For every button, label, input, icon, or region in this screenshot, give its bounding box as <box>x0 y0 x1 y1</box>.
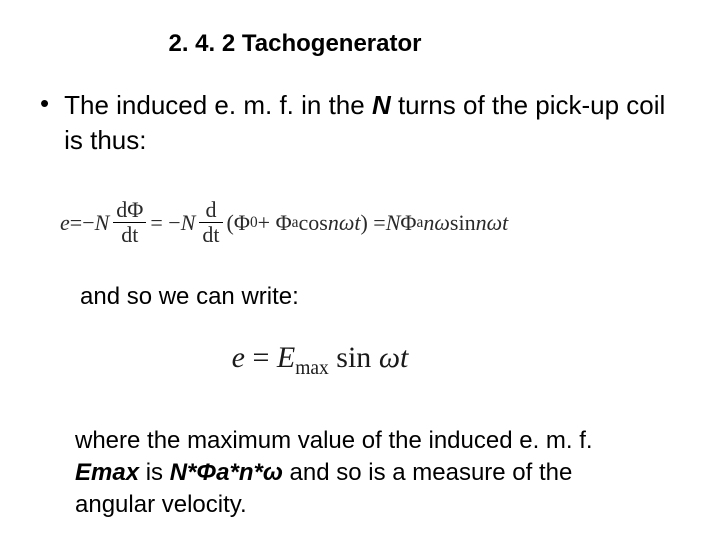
main-bullet: • The induced e. m. f. in the N turns of… <box>30 88 690 158</box>
mid-text: and so we can write: <box>80 283 690 311</box>
eq1-nwt2: nωt <box>476 210 509 235</box>
bottom-mid1: is <box>139 459 170 486</box>
var-N: N <box>372 90 391 120</box>
eq1-suba2: a <box>417 214 424 232</box>
eq1-e: e <box>60 210 70 235</box>
eq2-max: max <box>295 358 329 379</box>
frac-den2: dt <box>199 223 222 247</box>
eq1-sin: sin <box>450 210 476 236</box>
eq1-N: N <box>95 210 110 235</box>
eq2-e: e <box>232 341 245 374</box>
eq1-N2: N <box>181 210 196 235</box>
var-Emax: Emax <box>75 459 139 486</box>
eq1-open: (Φ <box>227 210 250 236</box>
eq1-phia: Φ <box>400 210 416 236</box>
eq1-eq: = <box>70 210 82 236</box>
slide-title: 2. 4. 2 Tachogenerator <box>30 30 690 58</box>
frac-d-dt: ddt <box>199 198 222 247</box>
equation-result: e = Emax sin ωt <box>0 341 690 380</box>
eq1-neg: − <box>82 210 94 236</box>
eq1-sub0: 0 <box>250 214 258 232</box>
bullet-text: The induced e. m. f. in the N turns of t… <box>64 88 690 158</box>
eq2-sin: sin <box>329 341 379 374</box>
bullet-pre: The induced e. m. f. in the <box>64 90 372 120</box>
equation-derivation: e = −NdΦdt = −Nddt(Φ0 + Φa cos nωt) = NΦ… <box>60 198 690 247</box>
eq1-plus: + Φ <box>258 210 292 236</box>
eq1-cos: cos <box>299 210 328 236</box>
frac-num1: dΦ <box>113 198 146 223</box>
eq1-eq2: = − <box>150 210 180 236</box>
frac-den1: dt <box>113 223 146 247</box>
bottom-paragraph: where the maximum value of the induced e… <box>75 425 650 522</box>
var-formula: N*Φa*n*ω <box>170 459 283 486</box>
eq1-close: ) = <box>360 210 385 236</box>
eq1-nw: nω <box>423 210 450 235</box>
eq2-E: E <box>277 341 295 374</box>
frac-dphi-dt: dΦdt <box>113 198 146 247</box>
eq2-eq: = <box>245 341 277 374</box>
eq1-nwt: nωt <box>328 210 361 235</box>
bullet-marker: • <box>40 88 49 119</box>
bottom-pre: where the maximum value of the induced e… <box>75 427 593 454</box>
eq2-wt: ωt <box>379 341 409 374</box>
frac-num2: d <box>199 198 222 223</box>
eq1-N3: N <box>386 210 401 235</box>
eq1-suba: a <box>292 214 299 232</box>
